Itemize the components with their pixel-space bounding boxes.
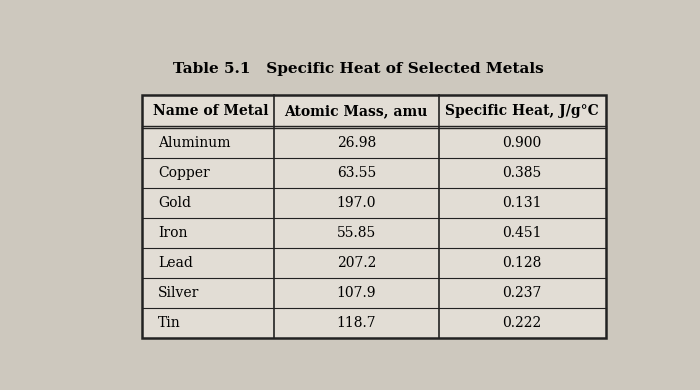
Text: 55.85: 55.85	[337, 226, 376, 240]
Text: 0.900: 0.900	[503, 136, 542, 150]
Text: Tin: Tin	[158, 316, 181, 330]
Text: 118.7: 118.7	[337, 316, 376, 330]
Text: Gold: Gold	[158, 196, 191, 210]
Text: Silver: Silver	[158, 286, 200, 300]
Text: Copper: Copper	[158, 166, 210, 180]
Text: 63.55: 63.55	[337, 166, 376, 180]
Text: 0.131: 0.131	[503, 196, 542, 210]
Text: 197.0: 197.0	[337, 196, 376, 210]
Text: Aluminum: Aluminum	[158, 136, 230, 150]
Text: 0.237: 0.237	[503, 286, 542, 300]
Text: 26.98: 26.98	[337, 136, 376, 150]
Text: 0.128: 0.128	[503, 256, 542, 270]
Text: Iron: Iron	[158, 226, 188, 240]
FancyBboxPatch shape	[141, 95, 606, 338]
Text: Name of Metal: Name of Metal	[153, 104, 268, 118]
Text: Atomic Mass, amu: Atomic Mass, amu	[285, 104, 428, 118]
Text: 107.9: 107.9	[337, 286, 376, 300]
Text: 0.451: 0.451	[503, 226, 542, 240]
Text: 207.2: 207.2	[337, 256, 376, 270]
Text: 0.222: 0.222	[503, 316, 542, 330]
Text: Lead: Lead	[158, 256, 193, 270]
Text: Specific Heat, J/g°C: Specific Heat, J/g°C	[445, 104, 599, 118]
Text: Table 5.1   Specific Heat of Selected Metals: Table 5.1 Specific Heat of Selected Meta…	[174, 62, 544, 76]
Text: 0.385: 0.385	[503, 166, 542, 180]
